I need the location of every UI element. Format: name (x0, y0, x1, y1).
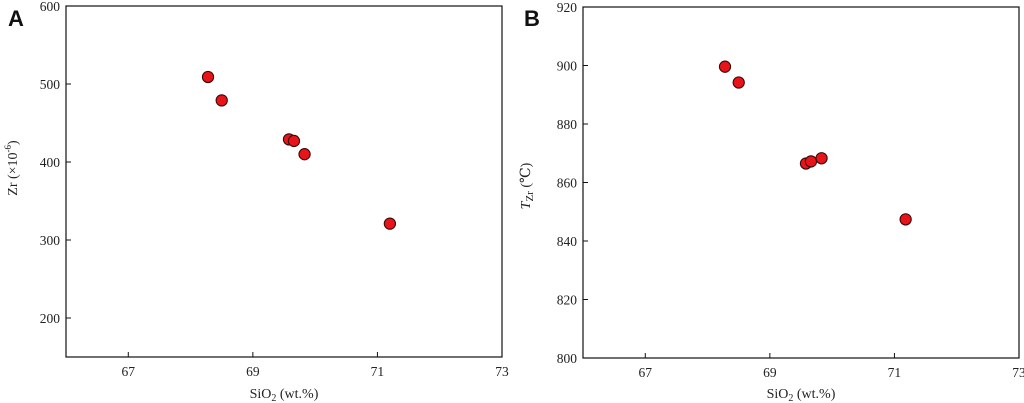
panel-a-x-tick-label: 73 (495, 364, 509, 379)
panel-b-y-tick-label: 820 (557, 293, 578, 308)
panel-a-x-tick-label: 67 (122, 364, 136, 379)
panel-b-label: B (524, 6, 540, 31)
panel-a-data-point (201, 70, 215, 84)
panel-b-y-axis: 800 820 840 860 880 900 920 (557, 0, 588, 366)
panel-b-y-tick-label: 900 (557, 59, 578, 74)
panel-b-y-tick-label: 800 (557, 351, 578, 366)
panel-a-plot-frame (65, 5, 503, 358)
panel-b-x-tick-label: 71 (888, 365, 902, 380)
panel-b-y-tick-label: 860 (557, 176, 578, 191)
panel-a-y-axis-label: Zr (×10-6) (3, 140, 21, 196)
panel-b-y-axis-label: TZr (℃) (519, 162, 536, 209)
panel-a: A 200 300 400 500 600 67 69 71 73 SiO2 (wt.%) Z… (3, 0, 509, 403)
panel-a-y-tick-label: 500 (40, 77, 61, 92)
panel-b-x-tick-label: 73 (1012, 365, 1024, 380)
panel-b-x-axis: 67 69 71 73 (639, 353, 1024, 380)
panel-a-points (201, 70, 397, 230)
panel-b-data-point (718, 60, 732, 73)
panel-b-x-tick-label: 69 (763, 365, 777, 380)
panel-b-y-tick-label: 880 (557, 117, 578, 132)
panel-a-x-axis: 67 69 71 73 (122, 352, 509, 379)
panel-a-y-tick-label: 300 (40, 233, 61, 248)
panel-a-x-tick-label: 69 (246, 364, 260, 379)
panel-b-data-point (804, 155, 818, 168)
panel-a-x-tick-label: 71 (371, 364, 385, 379)
panel-b-x-tick-label: 67 (639, 365, 653, 380)
panel-a-data-point (383, 217, 397, 230)
panel-b-y-tick-label: 920 (557, 0, 578, 15)
panel-a-y-tick-label: 400 (40, 155, 61, 170)
panel-a-data-point (298, 148, 311, 161)
panel-a-x-axis-label: SiO2 (wt.%) (250, 387, 319, 403)
panel-b-points (718, 60, 912, 226)
panel-b-y-tick-label: 840 (557, 234, 578, 249)
panel-a-y-tick-label: 200 (40, 311, 61, 326)
panel-a-label: A (8, 6, 24, 31)
panel-b-data-point (899, 213, 912, 226)
panel-b-data-point (732, 76, 745, 89)
panel-a-data-point (287, 134, 301, 148)
panel-b: B 800 820 840 860 880 900 920 67 69 71 73 SiO2 (w… (519, 0, 1024, 403)
panel-a-y-axis: 200 300 400 500 600 (40, 0, 71, 326)
panel-b-plot-frame (582, 6, 1020, 359)
panel-b-x-axis-label: SiO2 (wt.%) (767, 387, 836, 403)
panel-b-data-point (815, 152, 828, 165)
panel-a-y-tick-label: 600 (40, 0, 61, 14)
panel-a-data-point (215, 94, 228, 107)
